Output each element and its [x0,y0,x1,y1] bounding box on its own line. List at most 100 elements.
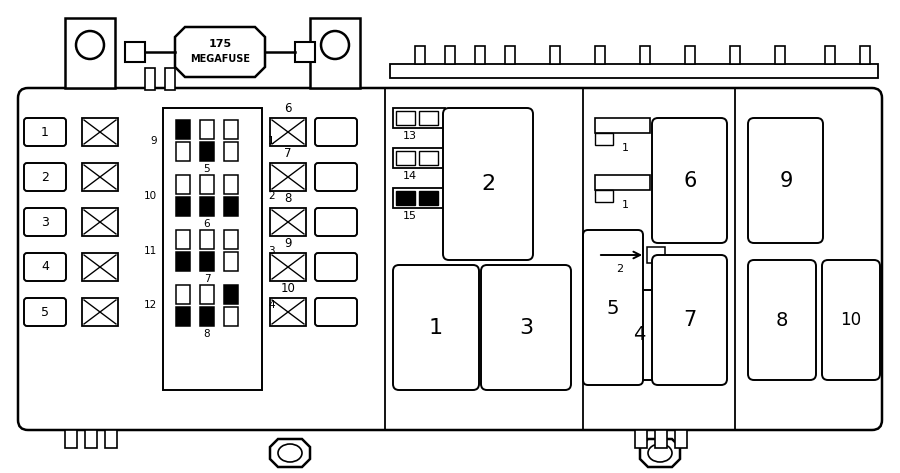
Bar [200,307,214,326]
Bar [176,120,190,139]
Polygon shape [640,439,680,467]
Bar [105,430,117,448]
Bar [224,120,238,139]
FancyBboxPatch shape [24,253,66,281]
Text: 2: 2 [41,170,49,184]
Text: 4: 4 [268,300,274,310]
Bar [396,111,415,125]
Bar [82,118,118,146]
Bar [176,285,190,304]
Bar [200,230,214,249]
Bar [655,430,667,448]
Bar [730,46,740,64]
Text: 2: 2 [481,174,495,194]
FancyBboxPatch shape [822,260,880,380]
Text: 3: 3 [41,216,49,228]
Bar [393,188,445,208]
Bar [419,111,438,125]
Bar [595,175,650,190]
Bar [224,285,238,304]
Text: 12: 12 [144,300,157,310]
FancyBboxPatch shape [18,88,882,430]
Bar [675,430,687,448]
Bar [595,46,605,64]
Text: MEGAFUSE: MEGAFUSE [190,54,250,64]
Bar [200,120,214,139]
Ellipse shape [278,444,302,462]
Text: 7: 7 [203,274,211,284]
Bar [775,46,785,64]
Bar [415,46,425,64]
Bar [176,142,190,161]
Bar [200,197,214,216]
Bar [640,46,650,64]
Text: 7: 7 [284,147,292,159]
Text: 1: 1 [41,125,49,139]
FancyBboxPatch shape [315,163,357,191]
FancyBboxPatch shape [24,208,66,236]
Bar [419,191,438,205]
Text: 175: 175 [209,39,231,49]
Bar [224,142,238,161]
Bar [200,252,214,271]
Text: 1: 1 [622,143,628,153]
Bar [635,430,647,448]
Bar [85,430,97,448]
Bar [505,46,515,64]
Text: 6: 6 [203,219,211,229]
Bar [224,197,238,216]
Bar [82,208,118,236]
Bar [270,118,306,146]
Text: 6: 6 [284,102,292,114]
Text: 6: 6 [683,171,697,191]
Bar [270,208,306,236]
Text: 10: 10 [841,311,861,329]
Text: 1: 1 [622,200,628,210]
Bar [82,253,118,281]
Bar [393,148,445,168]
Bar [270,298,306,326]
Text: 13: 13 [403,131,417,141]
Ellipse shape [648,444,672,462]
FancyBboxPatch shape [600,290,678,380]
FancyBboxPatch shape [748,118,823,243]
FancyBboxPatch shape [652,118,727,243]
FancyBboxPatch shape [481,265,571,390]
Bar [82,163,118,191]
Text: 10: 10 [281,281,295,295]
Bar [165,68,175,90]
Text: 1: 1 [268,135,274,146]
Bar [82,298,118,326]
FancyBboxPatch shape [24,118,66,146]
Bar [825,46,835,64]
Bar [393,108,445,128]
Bar [224,230,238,249]
Text: 7: 7 [683,310,697,330]
Bar [685,46,695,64]
Bar [270,253,306,281]
Text: 4: 4 [41,261,49,273]
Text: 14: 14 [403,171,417,181]
FancyBboxPatch shape [583,230,643,385]
FancyBboxPatch shape [652,255,727,385]
Text: 9: 9 [779,171,793,191]
Bar [125,42,145,62]
Bar [396,191,415,205]
FancyBboxPatch shape [315,253,357,281]
Bar [550,46,560,64]
FancyBboxPatch shape [315,298,357,326]
FancyBboxPatch shape [443,108,533,260]
Bar [176,307,190,326]
Bar [595,133,613,145]
Text: 8: 8 [284,192,292,204]
Bar [396,151,415,165]
FancyBboxPatch shape [393,265,479,390]
Bar [475,46,485,64]
Bar [65,18,115,88]
Bar [200,285,214,304]
FancyBboxPatch shape [315,118,357,146]
Text: 1: 1 [429,318,443,338]
Text: 5: 5 [41,306,49,318]
Text: 3: 3 [268,245,274,255]
Bar [647,247,665,263]
